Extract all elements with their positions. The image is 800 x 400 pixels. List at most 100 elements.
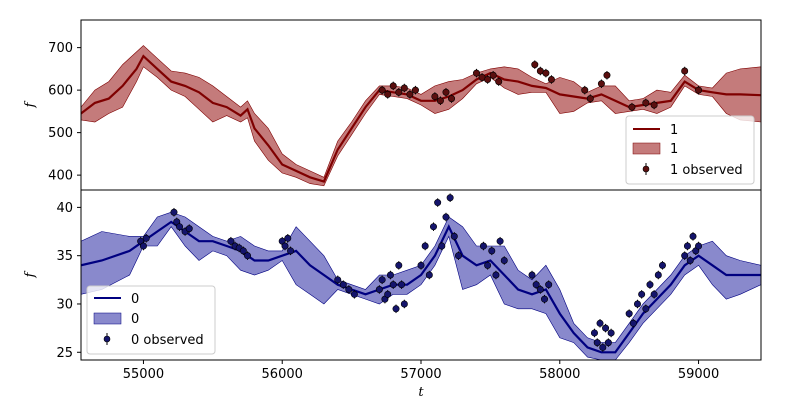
bottom-observed-point: [395, 261, 403, 270]
bottom-point-marker: [646, 281, 654, 289]
top-observed-point: [642, 98, 650, 108]
top-observed-point: [628, 102, 636, 112]
bottom-observed-point: [339, 280, 347, 289]
bottom-x-tick-label: 57000: [400, 367, 441, 382]
bottom-point-marker: [350, 290, 358, 298]
bottom-observed-point: [479, 241, 487, 251]
bottom-observed-point: [375, 285, 383, 294]
top-point-marker: [681, 67, 689, 75]
bottom-observed-point: [604, 338, 612, 347]
top-point-marker: [542, 69, 550, 77]
bottom-x-tick-label: 59000: [678, 367, 719, 382]
bottom-observed-point: [434, 198, 442, 207]
bottom-observed-point: [244, 251, 252, 260]
top-point-marker: [642, 99, 650, 107]
bottom-point-marker: [541, 295, 549, 303]
bottom-observed-point: [541, 294, 549, 304]
top-observed-point: [603, 71, 611, 80]
top-observed-point: [484, 75, 492, 84]
bottom-observed-point: [638, 290, 646, 299]
bottom-observed-point: [646, 280, 654, 289]
top-observed-point: [542, 68, 550, 78]
bottom-observed-point: [345, 285, 353, 294]
top-legend-band-label: 1: [670, 142, 678, 157]
bottom-observed-point: [425, 270, 433, 280]
bottom-point-marker: [654, 271, 662, 279]
top-observed-point: [536, 66, 544, 76]
bottom-observed-point: [599, 343, 607, 352]
top-point-marker: [484, 76, 492, 84]
bottom-point-marker: [604, 339, 612, 347]
top-observed-point: [586, 94, 594, 103]
bottom-point-marker: [492, 271, 500, 279]
bottom-observed-point: [681, 251, 689, 260]
top-point-marker: [597, 80, 605, 88]
top-point-marker: [384, 90, 392, 98]
bottom-observed-point: [593, 338, 601, 347]
bottom-point-marker: [689, 232, 697, 240]
bottom-observed-point: [633, 299, 641, 309]
bottom-y-tick-label: 35: [56, 249, 73, 264]
bottom-point-marker: [650, 290, 658, 298]
top-point-marker: [442, 88, 450, 96]
bottom-point-marker: [484, 261, 492, 269]
bottom-observed-point: [438, 241, 446, 251]
bottom-point-marker: [287, 247, 295, 255]
bottom-observed-point: [686, 256, 694, 265]
bottom-observed-point: [545, 280, 553, 289]
bottom-observed-point: [528, 270, 536, 280]
bottom-observed-point: [239, 246, 247, 256]
top-point-marker: [650, 101, 658, 109]
top-observed-point: [389, 81, 397, 91]
top-observed-point: [395, 88, 403, 97]
bottom-observed-point: [227, 236, 235, 246]
bottom-observed-point: [139, 241, 147, 251]
top-point-marker: [436, 97, 444, 105]
bottom-point-marker: [590, 329, 598, 337]
bottom-observed-point: [629, 319, 637, 328]
bottom-point-marker: [532, 281, 540, 289]
top-observed-point: [650, 100, 658, 110]
bottom-y-axis-label: f: [23, 270, 38, 278]
bottom-legend-line-label: 0: [131, 292, 139, 307]
bottom-point-marker: [425, 271, 433, 279]
top-legend: 1 1 1 observed: [625, 115, 755, 185]
top-observed-point: [547, 75, 555, 84]
top-point-marker: [431, 93, 439, 101]
bottom-observed-point: [142, 234, 150, 243]
bottom-observed-point: [281, 241, 289, 251]
bottom-observed-point: [442, 212, 450, 222]
top-legend-box: [625, 115, 755, 185]
bottom-legend-point-swatch: [103, 335, 111, 343]
top-y-tick-label: 600: [48, 84, 73, 99]
bottom-point-marker: [528, 271, 536, 279]
top-point-marker: [581, 86, 589, 94]
top-observed-point: [406, 90, 414, 99]
bottom-observed-point: [536, 285, 544, 294]
top-point-marker: [473, 69, 481, 77]
bottom-point-marker: [239, 247, 247, 255]
bottom-point-marker: [429, 223, 437, 231]
bottom-point-marker: [244, 252, 252, 260]
top-observed-point: [681, 66, 689, 76]
bottom-observed-point: [500, 256, 508, 265]
top-observed-point: [597, 79, 605, 88]
bottom-point-marker: [421, 242, 429, 250]
bottom-x-tick-label: 55000: [123, 367, 164, 382]
bottom-point-marker: [454, 252, 462, 260]
top-point-marker: [448, 95, 456, 103]
top-confidence-band: [81, 45, 761, 187]
top-point-marker: [547, 76, 555, 84]
bottom-observed-point: [386, 270, 394, 280]
top-y-tick-label: 500: [48, 126, 73, 141]
bottom-point-marker: [536, 285, 544, 293]
top-y-tick-label: 700: [48, 41, 73, 56]
top-point-marker: [695, 86, 703, 94]
bottom-observed-point: [384, 290, 392, 299]
bottom-point-marker: [395, 261, 403, 269]
top-point-marker: [378, 86, 386, 94]
bottom-observed-point: [488, 246, 496, 256]
bottom-point-marker: [625, 310, 633, 318]
bottom-observed-point: [492, 270, 500, 280]
bottom-point-marker: [545, 281, 553, 289]
